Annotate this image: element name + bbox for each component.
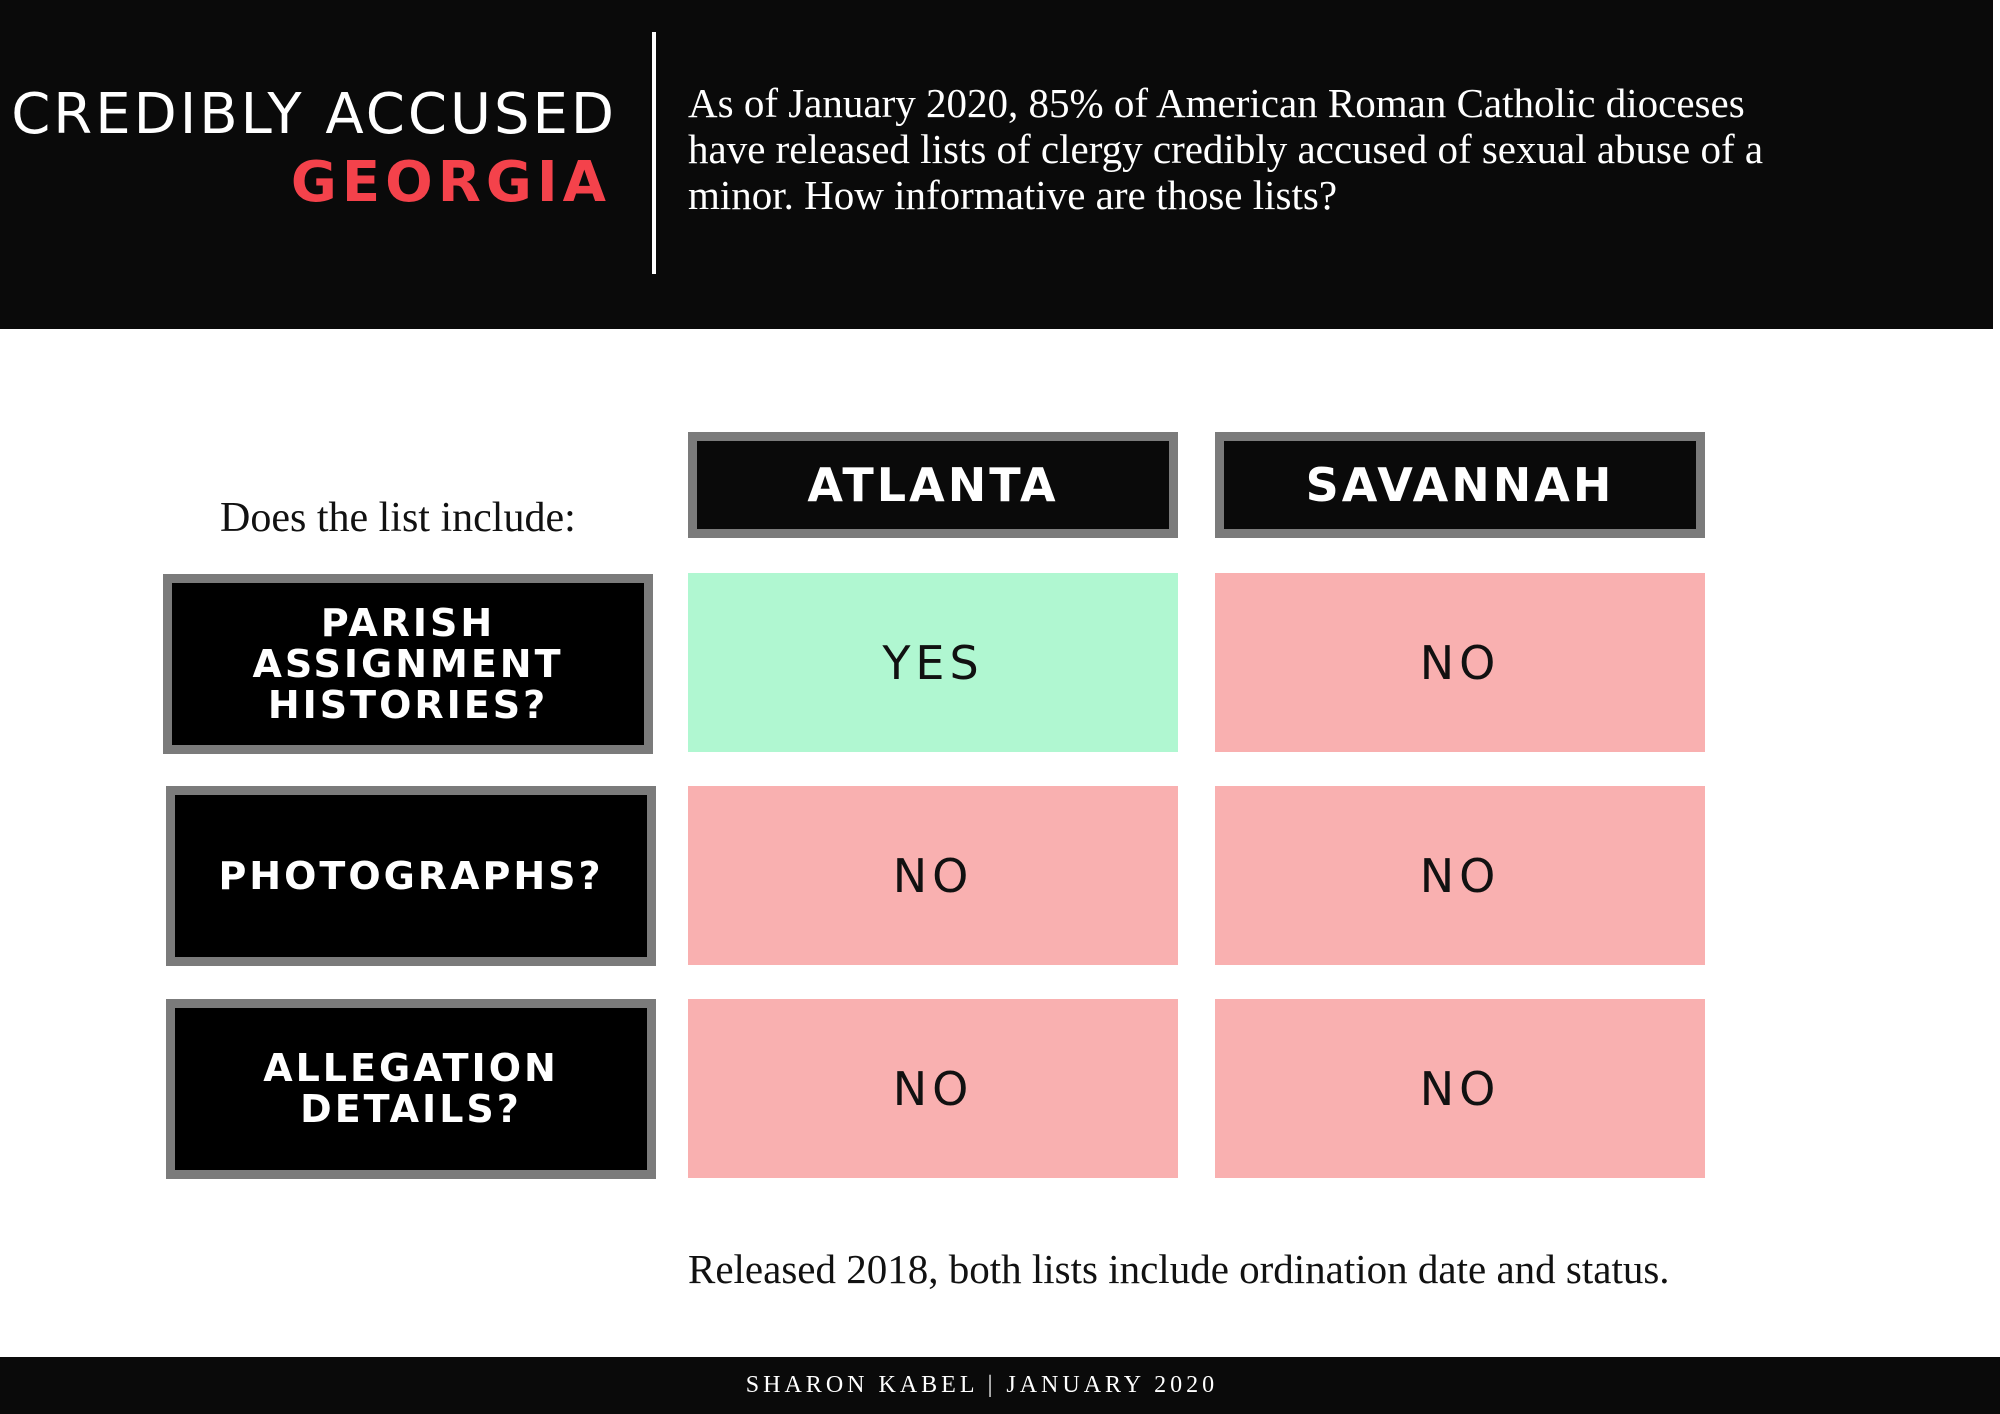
footnote-release-info: Released 2018, both lists include ordina…: [688, 1246, 1670, 1292]
footer-credit: SHARON KABEL | JANUARY 2020: [745, 1372, 1219, 1398]
footer-bar: SHARON KABEL | JANUARY 2020: [0, 1357, 2000, 1414]
cell-atlanta-allegation-details: NO: [688, 999, 1178, 1178]
title-credibly-accused: CREDIBLY ACCUSED: [11, 82, 617, 147]
intro-text: As of January 2020, 85% of American Roma…: [688, 80, 1764, 218]
row-header-photographs: PHOTOGRAPHS?: [166, 786, 656, 966]
cell-savannah-allegation-details: NO: [1215, 999, 1705, 1178]
question-label: Does the list include:: [220, 495, 576, 541]
cell-savannah-parish-assignment: NO: [1215, 573, 1705, 752]
cell-atlanta-parish-assignment: YES: [688, 573, 1178, 752]
header-divider: [652, 32, 656, 274]
header-banner: CREDIBLY ACCUSED GEORGIA As of January 2…: [0, 0, 1993, 329]
cell-atlanta-photographs: NO: [688, 786, 1178, 965]
title-georgia: GEORGIA: [290, 150, 611, 215]
row-header-allegation-details: ALLEGATION DETAILS?: [166, 999, 656, 1179]
row-header-parish-assignment-histories: PARISH ASSIGNMENT HISTORIES?: [163, 574, 653, 754]
cell-savannah-photographs: NO: [1215, 786, 1705, 965]
column-header-atlanta: ATLANTA: [688, 432, 1178, 538]
column-header-savannah: SAVANNAH: [1215, 432, 1705, 538]
